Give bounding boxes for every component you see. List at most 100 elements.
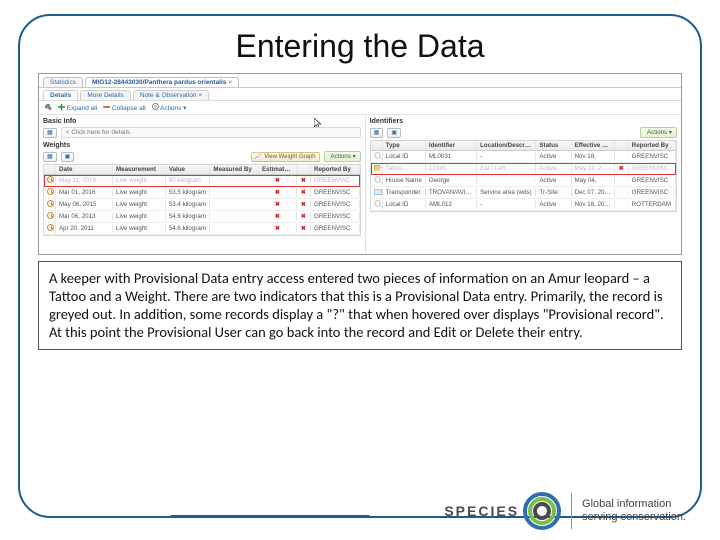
- col-rep[interactable]: Reported By: [629, 141, 676, 150]
- table-row[interactable]: Mar 01, 2016Live weight53.5 kilogram✖✖GR…: [44, 187, 360, 199]
- record-toolbar: Expand all Collapse all Actions ▾: [39, 101, 681, 115]
- table-row[interactable]: Apr 20, 2011Live weight54.6 kilogram✖✖GR…: [44, 223, 360, 235]
- col-date[interactable]: Date: [56, 165, 113, 174]
- col-value[interactable]: Value: [166, 165, 211, 174]
- identifiers-grid: Type Identifier Location/Descriptor Stat…: [370, 140, 677, 212]
- delete-icon[interactable]: ✖: [297, 188, 311, 197]
- cell-meas: Live weight: [113, 212, 166, 221]
- table-row[interactable]: TransponderTROVAN/AVID/other*Service are…: [371, 187, 676, 199]
- tab-statistics[interactable]: Statistics: [43, 77, 83, 87]
- identifiers-toolbar: ▦ ▣ Actions ▾: [370, 127, 677, 138]
- basic-info-hint[interactable]: < Click here for details: [61, 127, 361, 138]
- expand-btn[interactable]: ▣: [387, 128, 401, 138]
- caption-box: A keeper with Provisional Data entry acc…: [38, 261, 682, 350]
- left-column: Basic Info ▦ < Click here for details We…: [39, 115, 365, 254]
- expand-btn[interactable]: ▣: [61, 152, 75, 162]
- actions-menu[interactable]: Actions ▾: [152, 103, 187, 112]
- table-row[interactable]: May 06, 2015Live weight53.4 kilogram✖✖GR…: [44, 199, 360, 211]
- col-measurement[interactable]: Measurement: [113, 165, 166, 174]
- cell-rep: GREENVISC: [629, 188, 676, 197]
- subtab-note[interactable]: Note & Observation ×: [133, 90, 209, 100]
- cell-eff: May 11, 2016: [572, 164, 615, 173]
- weights-grid-header: Date Measurement Value Measured By Estim…: [44, 165, 360, 175]
- footer: SPECIES Global information serving conse…: [444, 492, 686, 530]
- collapse-all-link[interactable]: Collapse all: [103, 104, 145, 112]
- col-by[interactable]: Measured By: [210, 165, 259, 174]
- col-loc[interactable]: Location/Descriptor: [477, 141, 536, 150]
- weight-graph-button[interactable]: 📈 View Weight Graph: [251, 152, 320, 162]
- delete-icon[interactable]: ✖: [297, 176, 311, 185]
- delete-icon[interactable]: [615, 180, 629, 182]
- col-eff[interactable]: Effective Date: [572, 141, 615, 150]
- table-row[interactable]: Local IDAML012-ActiveNov 18, 2015ROTTERD…: [371, 199, 676, 211]
- col-est[interactable]: Estimated Weight: [259, 165, 297, 174]
- subtab-more[interactable]: More Details: [80, 90, 130, 100]
- cell-status: Tr-Site: [536, 188, 571, 197]
- cell-est: ✖: [259, 176, 297, 185]
- grid-btn[interactable]: ▦: [370, 128, 384, 138]
- cell-rep: ROTTERDAM: [629, 200, 676, 209]
- table-row[interactable]: House NameGeorgeActiveMay 04,GREENVISC: [371, 175, 676, 187]
- table-row[interactable]: May 11, 2016Live weight80 kilogram✖✖GREE…: [44, 175, 360, 187]
- delete-icon[interactable]: [615, 156, 629, 158]
- settings-icon[interactable]: [45, 104, 52, 112]
- delete-icon[interactable]: ✖: [615, 164, 629, 173]
- tab-record[interactable]: MIG12-28443030/Panthera pardus orientali…: [85, 77, 239, 87]
- close-icon[interactable]: ×: [197, 92, 203, 99]
- cell-val: 80 kilogram: [166, 176, 211, 185]
- tab-record-label: MIG12-28443030/Panthera pardus orientali…: [92, 79, 226, 86]
- cell-status: Active: [536, 164, 571, 173]
- cell-type: House Name: [383, 176, 426, 185]
- col-type[interactable]: Type: [383, 141, 426, 150]
- table-row[interactable]: Local IDML0031-ActiveNov 18,GREENVISC: [371, 151, 676, 163]
- cell-rep: GREENVISC: [629, 176, 676, 185]
- species360-logo: SPECIES: [444, 492, 561, 530]
- grid-btn[interactable]: ▦: [43, 152, 57, 162]
- col-ident[interactable]: Identifier: [426, 141, 477, 150]
- cell-date: Apr 20, 2011: [56, 224, 113, 233]
- right-column: Identifiers ▦ ▣ Actions ▾ Type Identifie…: [365, 115, 681, 254]
- cell-val: 54.6 kilogram: [166, 224, 211, 233]
- weights-actions-button[interactable]: Actions ▾: [324, 151, 361, 162]
- subtab-details[interactable]: Details: [43, 90, 78, 100]
- cell-loc: Ear / Left: [477, 164, 536, 173]
- weights-grid: Date Measurement Value Measured By Estim…: [43, 164, 361, 236]
- type-icon: [371, 199, 383, 210]
- cell-eff: Dec 07, 2014: [572, 188, 615, 197]
- identifiers-actions-button[interactable]: Actions ▾: [640, 127, 677, 138]
- delete-icon[interactable]: ✖: [297, 212, 311, 221]
- col-reported[interactable]: Reported By: [311, 165, 360, 174]
- table-row[interactable]: Mar 06, 2013Live weight54.6 kilogram✖✖GR…: [44, 211, 360, 223]
- delete-icon[interactable]: [615, 192, 629, 194]
- cell-by: [210, 204, 259, 206]
- delete-icon[interactable]: ✖: [297, 200, 311, 209]
- cell-rep: GREENVISC: [311, 224, 360, 233]
- delete-icon[interactable]: [615, 204, 629, 206]
- basic-info-toolbar: ▦ < Click here for details: [43, 127, 361, 138]
- col-status[interactable]: Status: [536, 141, 571, 150]
- logo-word: SPECIES: [444, 503, 519, 519]
- tagline-1: Global information: [582, 498, 686, 511]
- frame-accent: [170, 515, 370, 518]
- cell-meas: Live weight: [113, 176, 166, 185]
- cell-meas: Live weight: [113, 224, 166, 233]
- cell-rep: GREENVISC: [311, 176, 360, 185]
- clock-icon: [44, 187, 56, 198]
- weights-header: Weights: [43, 142, 361, 149]
- table-row[interactable]: Tattoo12345Ear / LeftActiveMay 11, 2016✖…: [371, 163, 676, 175]
- cell-eff: Nov 18, 2015: [572, 200, 615, 209]
- cell-rep: GREENVISC: [311, 200, 360, 209]
- cell-ident: 12345: [426, 164, 477, 173]
- cell-eff: Nov 18,: [572, 152, 615, 161]
- close-icon[interactable]: ×: [228, 79, 232, 86]
- slide-frame: Entering the Data Statistics MIG12-28443…: [18, 14, 702, 518]
- grid-btn[interactable]: ▦: [43, 128, 57, 138]
- expand-all-link[interactable]: Expand all: [58, 104, 97, 112]
- cell-type: Tattoo: [383, 164, 426, 173]
- cell-status: Active: [536, 176, 571, 185]
- delete-icon[interactable]: ✖: [297, 224, 311, 233]
- footer-divider: [571, 493, 572, 529]
- clock-icon: [44, 175, 56, 186]
- type-icon: [371, 175, 383, 186]
- sub-tabbar: Details More Details Note & Observation …: [39, 88, 681, 101]
